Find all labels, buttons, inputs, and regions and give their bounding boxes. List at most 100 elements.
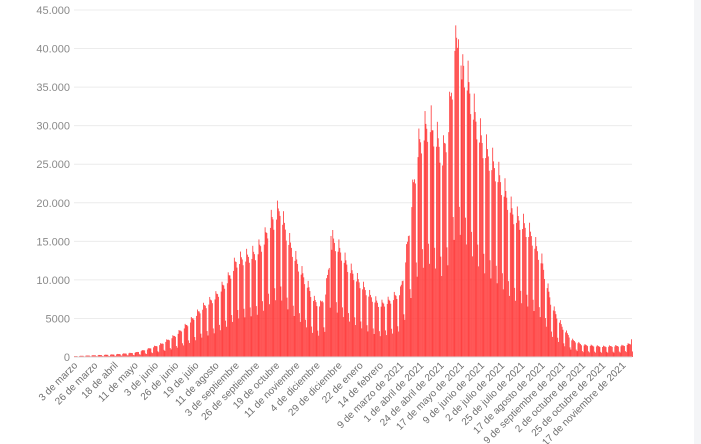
daily-bar xyxy=(166,339,168,357)
daily-bar xyxy=(363,281,364,357)
daily-bar xyxy=(80,355,81,357)
daily-bar xyxy=(328,267,330,357)
daily-bar xyxy=(342,317,344,357)
daily-bar xyxy=(408,235,410,357)
daily-bar xyxy=(230,278,232,357)
daily-bar xyxy=(439,162,441,357)
daily-bar xyxy=(126,355,128,357)
daily-bar xyxy=(222,284,224,357)
daily-bar xyxy=(354,317,356,357)
y-tick-label: 40.000 xyxy=(36,44,70,56)
daily-bar xyxy=(382,302,384,357)
daily-bar xyxy=(121,355,123,357)
daily-bar xyxy=(281,300,283,357)
daily-bar xyxy=(168,340,170,357)
daily-bar xyxy=(366,325,368,357)
daily-bar xyxy=(533,311,535,357)
daily-bar xyxy=(211,303,213,357)
daily-bar xyxy=(500,182,502,357)
daily-bar xyxy=(585,344,587,357)
daily-bar xyxy=(543,269,545,357)
daily-bar xyxy=(407,241,408,357)
y-tick-label: 20.000 xyxy=(36,198,70,210)
daily-bar xyxy=(617,346,619,357)
daily-bar xyxy=(139,354,140,357)
daily-bar xyxy=(326,278,328,357)
daily-bar xyxy=(276,200,278,357)
daily-bar xyxy=(423,140,425,357)
daily-bar xyxy=(405,262,407,357)
daily-bar xyxy=(139,354,141,357)
daily-bar xyxy=(465,244,467,357)
daily-bar xyxy=(604,346,606,357)
daily-bar xyxy=(323,327,325,357)
daily-bar xyxy=(249,307,251,357)
daily-bar xyxy=(587,346,589,357)
daily-bar xyxy=(391,328,393,357)
daily-bar xyxy=(378,331,380,357)
daily-bar xyxy=(364,290,366,357)
daily-bar xyxy=(474,112,476,357)
daily-bar xyxy=(414,183,416,357)
daily-bar xyxy=(300,274,302,357)
daily-bar xyxy=(253,251,255,357)
daily-bar xyxy=(460,65,462,358)
daily-bar xyxy=(134,352,136,357)
daily-bar xyxy=(305,327,307,357)
daily-bar xyxy=(589,345,591,357)
daily-bar xyxy=(302,273,304,357)
daily-bar xyxy=(610,346,612,357)
daily-bar xyxy=(409,289,411,357)
daily-bar xyxy=(212,328,214,357)
daily-bar xyxy=(390,303,392,357)
daily-bar xyxy=(582,352,584,357)
daily-bar xyxy=(451,99,453,357)
daily-bar xyxy=(481,143,483,357)
bars xyxy=(74,25,633,358)
daily-bar xyxy=(471,231,473,357)
daily-bar xyxy=(624,346,625,357)
daily-bar xyxy=(544,278,545,357)
daily-bar xyxy=(151,352,153,357)
daily-bar xyxy=(306,287,308,357)
daily-bar xyxy=(434,247,436,357)
daily-bar xyxy=(599,347,601,357)
daily-bar xyxy=(342,307,343,357)
daily-bar xyxy=(141,350,143,357)
daily-bar xyxy=(259,244,261,357)
daily-bar xyxy=(262,301,263,357)
daily-bar xyxy=(183,328,185,357)
daily-bar xyxy=(124,353,125,357)
daily-bar xyxy=(280,286,282,357)
daily-bar xyxy=(393,291,395,357)
daily-bar xyxy=(235,262,237,357)
daily-bar xyxy=(104,354,106,357)
daily-bar xyxy=(389,300,391,357)
daily-bar xyxy=(345,260,347,357)
daily-bar xyxy=(88,355,89,357)
daily-bar xyxy=(564,346,566,357)
daily-bar xyxy=(245,261,247,357)
daily-bar xyxy=(164,350,166,357)
daily-bar xyxy=(577,343,579,357)
daily-bar xyxy=(592,345,594,357)
y-tick-label: 5000 xyxy=(46,313,70,325)
daily-bar xyxy=(136,352,138,357)
daily-bar xyxy=(283,211,284,357)
daily-bar xyxy=(214,299,216,357)
daily-bar xyxy=(504,178,506,357)
daily-bar xyxy=(348,313,349,357)
daily-bar xyxy=(313,295,315,357)
daily-bar xyxy=(255,260,256,357)
daily-bar xyxy=(248,262,250,357)
daily-bar xyxy=(502,289,504,357)
daily-bar xyxy=(148,348,150,357)
daily-bar xyxy=(204,305,205,357)
daily-bar xyxy=(268,293,270,357)
daily-bar xyxy=(433,146,435,357)
daily-bar xyxy=(541,253,543,357)
daily-bar xyxy=(545,326,547,357)
daily-bar xyxy=(603,346,605,357)
daily-bar xyxy=(420,142,422,357)
